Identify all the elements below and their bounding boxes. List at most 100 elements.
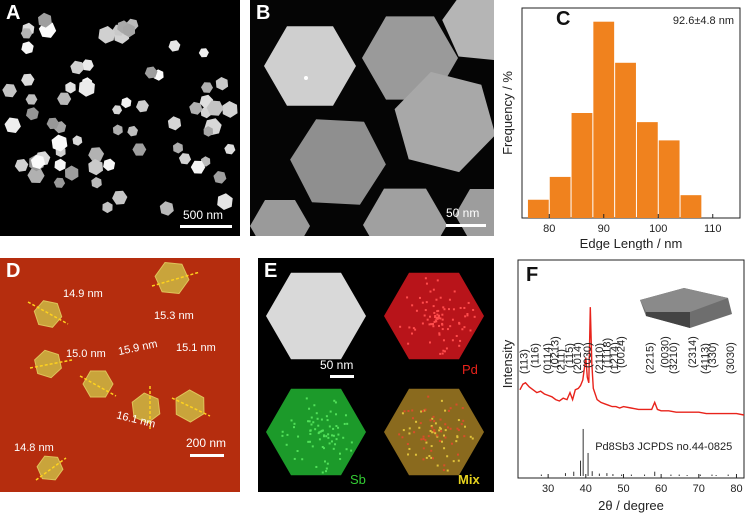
nanoplate xyxy=(290,119,386,205)
nanoplate xyxy=(14,159,29,172)
peak-index-label: (0213) xyxy=(549,336,561,368)
nanoplate xyxy=(57,92,72,105)
nanoplate xyxy=(363,188,447,236)
nanoplate xyxy=(51,134,68,152)
line-profile-arrow xyxy=(29,359,73,369)
nanoplate xyxy=(123,23,136,38)
nanoplate xyxy=(81,59,94,71)
nanoplate-afm xyxy=(131,392,161,424)
histogram-bar xyxy=(593,21,615,219)
nanoplate xyxy=(30,154,46,169)
tem-overview-hexagons xyxy=(2,12,238,216)
thickness-label: 14.8 nm xyxy=(14,442,54,454)
haadf-map xyxy=(266,272,366,360)
nanoplate xyxy=(159,201,174,216)
nanoplate-afm xyxy=(33,300,63,328)
scalebar-label-b: 50 nm xyxy=(446,206,480,220)
map-label-mix: Mix xyxy=(458,472,480,487)
nanoplate xyxy=(46,117,60,130)
panel-a-tem-image: A 500 nm xyxy=(0,0,240,236)
histogram-bar xyxy=(527,199,549,218)
bright-spot xyxy=(304,76,308,80)
nanoplate xyxy=(103,158,116,171)
nanoplate xyxy=(53,177,66,188)
line-profile-arrow xyxy=(79,375,117,397)
peak-index-label: (1118) xyxy=(602,338,614,368)
nanoplate xyxy=(201,82,213,93)
nanoplate xyxy=(178,153,192,165)
nanoplate xyxy=(98,26,115,44)
x-tick-label: 40 xyxy=(580,483,592,495)
nanoplate xyxy=(264,26,356,106)
histogram-bar xyxy=(658,140,680,218)
histogram-bar xyxy=(680,195,702,218)
pd-map xyxy=(384,272,484,360)
edge-length-histogram: 80 90 100 110 Edge Length / nm Frequency / % 9… xyxy=(500,7,741,250)
histogram-bar xyxy=(549,176,571,218)
line-profile-arrow xyxy=(27,301,69,325)
nanoplate xyxy=(394,71,494,173)
line-profile-arrow xyxy=(151,271,201,287)
x-tick-label: 70 xyxy=(693,483,705,495)
scalebar-label-a: 500 nm xyxy=(183,208,224,222)
x-tick-label: 80 xyxy=(730,483,742,495)
peak-index-label: (4113) xyxy=(700,343,712,374)
nanoplate xyxy=(215,77,229,91)
nanoplate xyxy=(91,177,102,189)
nanoplate xyxy=(78,79,95,97)
sb-map xyxy=(266,388,366,476)
haadf-hexagons xyxy=(250,0,494,236)
peak-index-label: (2215) xyxy=(645,342,657,374)
thickness-label: 15.0 nm xyxy=(66,348,106,360)
nanoplate xyxy=(217,193,233,210)
nanoplate xyxy=(127,125,138,137)
nanoplate xyxy=(167,116,182,131)
xrd-pattern-chart: Pd8Sb3 JCPDS no.44-0825(113)(116) (0114)(… xyxy=(500,259,745,513)
nanoplate xyxy=(65,165,79,181)
scalebar-e xyxy=(330,375,354,378)
reference-label: Pd8Sb3 JCPDS no.44-0825 xyxy=(595,441,732,453)
peak-index-label: (115) xyxy=(564,343,576,368)
nanoplate xyxy=(168,40,181,52)
nanoplate xyxy=(190,160,206,174)
nanoplate xyxy=(88,159,103,176)
peak-index-label: (3030) xyxy=(725,342,737,374)
panel-a-label: A xyxy=(6,2,21,24)
nanoplate xyxy=(70,60,85,75)
hexagonal-plate-inset xyxy=(640,288,732,328)
nanoplate xyxy=(21,73,35,86)
peak-index-label: (0024) xyxy=(616,336,628,368)
scalebar-a xyxy=(180,225,232,228)
nanoplate xyxy=(2,83,17,98)
nanoplate xyxy=(144,66,158,79)
nanoplate-afm xyxy=(36,455,64,481)
histogram-bar xyxy=(636,122,658,218)
line-profile-arrow xyxy=(171,397,211,417)
peak-index-label: (0030) xyxy=(659,336,671,368)
y-axis-label: Intensity xyxy=(500,339,515,388)
map-label-sb: Sb xyxy=(350,472,366,487)
nanoplate xyxy=(189,101,203,115)
peak-index-label: (116) xyxy=(529,343,541,368)
nanoplate xyxy=(21,41,34,55)
panel-b-haadf-image: B 50 nm xyxy=(250,0,494,236)
nanoplate xyxy=(198,48,209,58)
mean-size-annotation: 92.6±4.8 nm xyxy=(673,15,734,27)
panel-d-label: D xyxy=(6,260,21,282)
nanoplate xyxy=(72,135,83,146)
y-axis-label: Frequency / % xyxy=(500,71,515,155)
nanoplate xyxy=(112,190,128,205)
peak-index-label: (330) xyxy=(707,342,719,368)
nanoplate xyxy=(38,12,52,28)
thickness-label: 14.9 nm xyxy=(63,288,103,300)
nanoplate xyxy=(4,117,21,133)
x-tick-label: 30 xyxy=(542,483,554,495)
thickness-label: 15.1 nm xyxy=(176,342,216,354)
panel-e-label: E xyxy=(264,260,278,282)
nanoplate xyxy=(250,200,310,236)
panel-e-eds-maps: E 50 nm Pd Sb Mix xyxy=(258,258,494,492)
plot-frame xyxy=(517,259,745,479)
peak-index-label: (113) xyxy=(518,349,530,374)
xrd-pattern-line xyxy=(519,307,745,416)
nanoplate xyxy=(112,124,123,136)
